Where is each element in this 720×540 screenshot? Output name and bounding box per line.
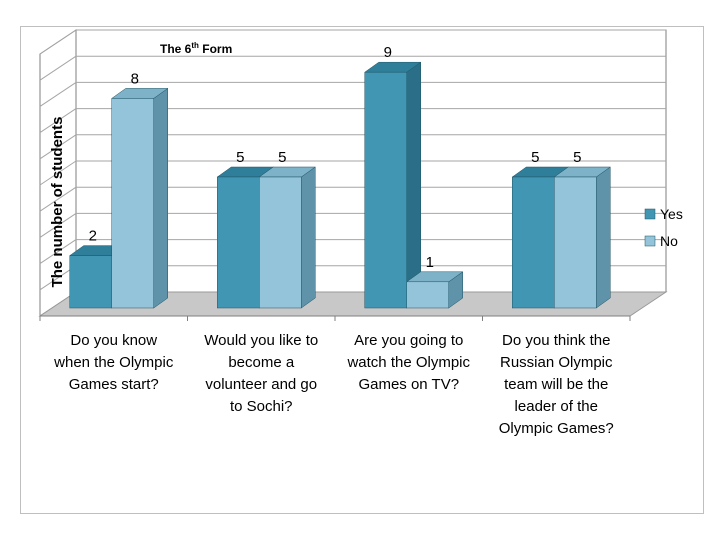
- bar-side: [301, 166, 316, 309]
- category-label: to Sochi?: [230, 398, 293, 415]
- gridline-side: [39, 160, 77, 186]
- category-label: Games on TV?: [358, 376, 459, 393]
- bar-front: [111, 98, 154, 309]
- category-label: leader of the: [515, 398, 598, 415]
- category-label: team will be the: [504, 376, 608, 393]
- category-label: become a: [228, 354, 295, 371]
- legend-swatch-yes: [644, 208, 656, 220]
- gridline-side: [39, 186, 77, 212]
- category-label: Russian Olympic: [500, 354, 613, 371]
- legend-label-no: No: [660, 233, 678, 249]
- gridline-side: [39, 29, 77, 55]
- bar-front: [259, 176, 302, 309]
- bar-front: [554, 176, 597, 309]
- bar-side: [596, 166, 611, 309]
- legend-swatch-no: [644, 235, 656, 247]
- data-label: 5: [531, 149, 539, 166]
- y-axis-label: The number of students: [49, 117, 66, 288]
- bar-front: [69, 255, 112, 309]
- bar-no-3: [405, 271, 464, 309]
- data-label: 8: [131, 70, 139, 87]
- bar-no-4: [553, 166, 612, 309]
- bar-front: [512, 176, 555, 309]
- category-label: Do you think the: [502, 332, 610, 349]
- gridline-side: [39, 239, 77, 265]
- data-label: 2: [89, 228, 97, 245]
- gridline-side: [39, 212, 77, 238]
- category-label: when the Olympic: [53, 354, 174, 371]
- bar-side: [153, 87, 168, 309]
- data-label: 5: [278, 149, 286, 166]
- bar-front: [364, 71, 407, 309]
- bar-yes-3: [363, 61, 422, 309]
- data-label: 5: [573, 149, 581, 166]
- bar-front: [217, 176, 260, 309]
- category-label: Olympic Games?: [499, 420, 614, 437]
- category-label: watch the Olympic: [346, 354, 470, 371]
- category-label: Games start?: [69, 376, 159, 393]
- gridline-side: [39, 81, 77, 107]
- bar-no-2: [258, 166, 317, 309]
- data-label: 5: [236, 149, 244, 166]
- chart-title: The 6th Form: [160, 41, 232, 56]
- bar-front: [406, 281, 449, 309]
- gridline-side: [39, 134, 77, 160]
- gridline-side: [39, 108, 77, 134]
- data-label: 9: [384, 44, 392, 61]
- bar-no-1: [110, 87, 169, 309]
- data-label: 1: [426, 254, 434, 271]
- category-label: Do you know: [70, 332, 157, 349]
- category-label: Are you going to: [354, 332, 463, 349]
- legend-label-yes: Yes: [660, 206, 683, 222]
- bar-side: [406, 61, 421, 309]
- category-label: volunteer and go: [205, 376, 317, 393]
- gridline-side: [39, 55, 77, 81]
- category-label: Would you like to: [204, 332, 318, 349]
